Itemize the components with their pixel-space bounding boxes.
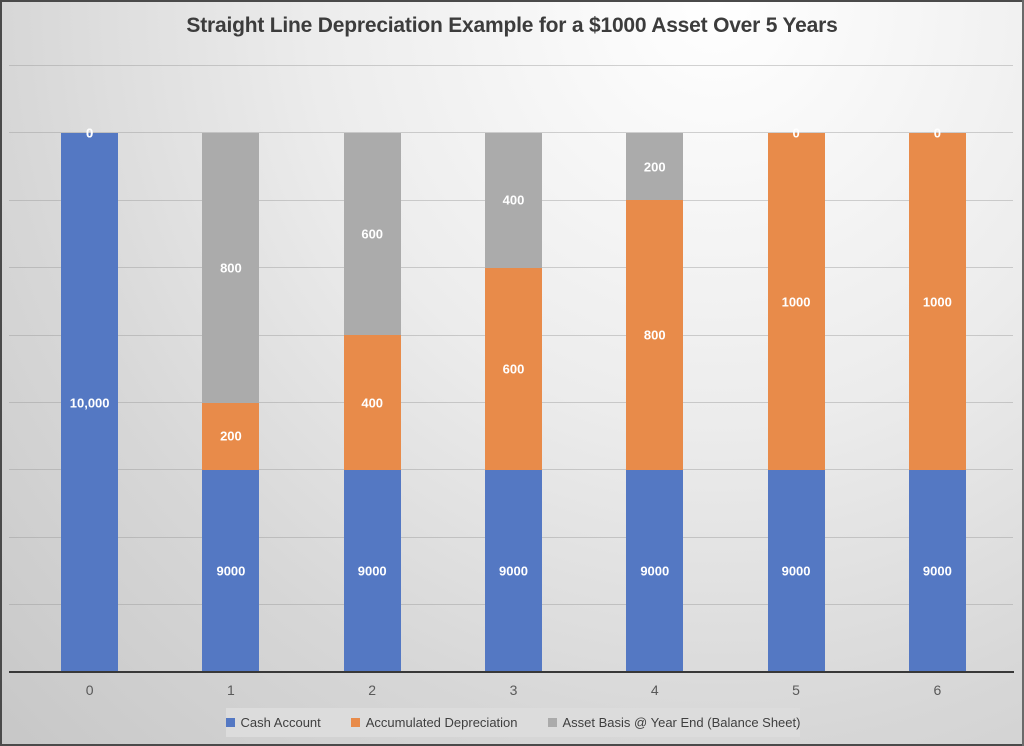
bar-segment-cash-account [485, 470, 542, 672]
bar-data-label: 1000 [922, 294, 952, 309]
x-axis-tick-label: 1 [227, 682, 235, 698]
chart-border-right [1022, 0, 1024, 746]
bar-data-label: 0 [933, 125, 941, 141]
bar-data-label: 1000 [781, 294, 811, 309]
x-axis-tick-label: 2 [368, 682, 377, 698]
x-axis-tick-label: 3 [509, 682, 518, 698]
bar-segment-accumulated-depreciation [767, 133, 825, 470]
legend-label: Accumulated Depreciation [365, 715, 518, 730]
x-axis-tick-label: 5 [792, 682, 800, 698]
bar-data-label: 9000 [640, 563, 670, 579]
legend-label: Cash Account [240, 715, 321, 730]
bar-data-label: 200 [220, 428, 242, 444]
x-axis-line [9, 671, 1014, 673]
legend-label: Asset Basis @ Year End (Balance Sheet) [562, 715, 801, 730]
x-axis-tick-label: 6 [933, 682, 942, 698]
bar-data-label: 200 [643, 159, 666, 175]
bar-data-label: 9000 [499, 563, 528, 579]
bar-segment-cash-account [908, 470, 966, 672]
chart-title: Straight Line Depreciation Example for a… [186, 14, 838, 37]
bar-segment-asset-basis [485, 133, 542, 268]
bar-segment-accumulated-depreciation [908, 133, 966, 470]
x-axis-tick-label: 0 [85, 682, 94, 698]
bar-data-label: 9000 [781, 563, 811, 579]
bar-segment-cash-account [626, 470, 684, 672]
legend-item: Asset Basis @ Year End (Balance Sheet) [547, 715, 801, 730]
bar-data-label: 9000 [357, 563, 387, 579]
chart-border-bottom [0, 744, 1024, 746]
bar-segment-asset-basis [202, 133, 260, 403]
x-axis-tick-label: 4 [650, 682, 659, 698]
legend: Cash Account Accumulated Depreciation Asse… [225, 708, 801, 737]
bar-data-label: 800 [643, 327, 666, 343]
bar-data-label: 600 [502, 361, 525, 377]
bar-data-label: 800 [220, 260, 242, 276]
bar-segment-cash-account [343, 470, 401, 672]
legend-swatch-icon [547, 718, 557, 727]
gridline [9, 64, 1013, 66]
bar-segment-cash-account [202, 470, 260, 672]
bar-segment-accumulated-depreciation [202, 402, 260, 470]
chart-border-left [0, 0, 2, 746]
bar-segment-accumulated-depreciation [626, 200, 684, 470]
bar-data-label: 0 [86, 125, 94, 141]
bar-data-label: 0 [792, 125, 800, 141]
bar-data-label: 10,000 [69, 395, 110, 410]
bar-data-label: 9000 [216, 563, 246, 579]
bar-segment-accumulated-depreciation [485, 267, 542, 470]
bar-data-label: 9000 [922, 563, 952, 579]
bar-data-label: 400 [502, 192, 525, 208]
bar-data-label: 0 [86, 125, 94, 141]
bar-data-label: 600 [361, 226, 384, 242]
bar-segment-asset-basis [626, 133, 684, 201]
legend-swatch-icon [350, 718, 360, 727]
legend-item: Cash Account [225, 715, 321, 730]
legend-swatch-icon [225, 718, 235, 727]
gridline [9, 132, 1013, 134]
chart-border-top [0, 0, 1024, 2]
bar-data-label: 400 [361, 395, 384, 411]
bar-segment-accumulated-depreciation [343, 335, 401, 470]
bar-segment-asset-basis [343, 133, 401, 336]
bar-segment-cash-account [767, 470, 825, 672]
legend-item: Accumulated Depreciation [350, 715, 518, 730]
bar-segment-cash-account [61, 133, 119, 672]
